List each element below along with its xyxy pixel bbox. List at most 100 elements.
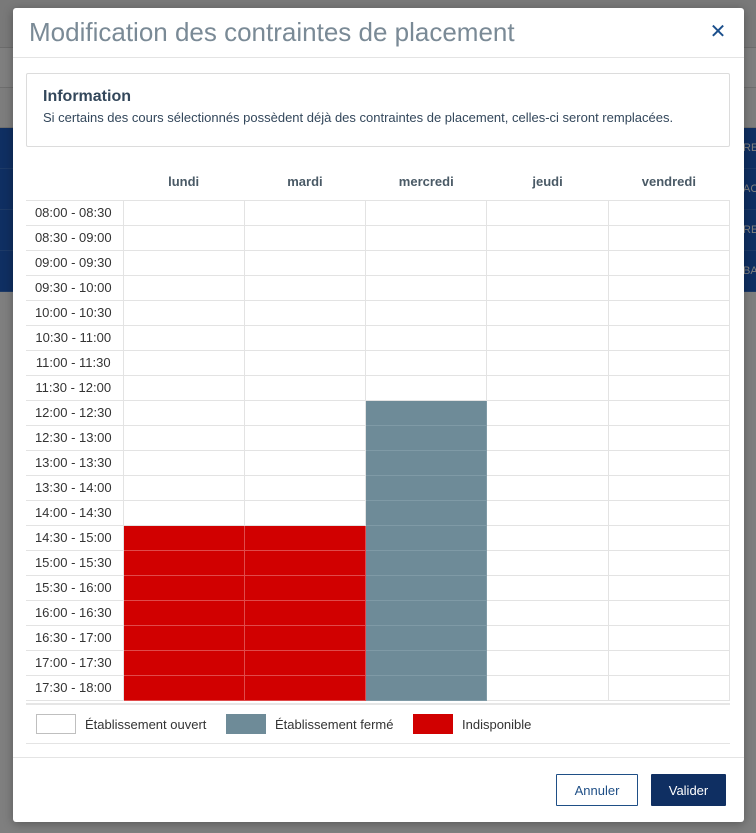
slot-cell-jeudi[interactable] (486, 349, 609, 376)
slot-cell-jeudi[interactable] (486, 324, 609, 351)
slot-cell-mardi[interactable] (243, 499, 367, 526)
slot-cell-jeudi[interactable] (486, 299, 609, 326)
slot-cell-lundi[interactable] (122, 399, 245, 426)
slot-cell-lundi[interactable] (122, 624, 245, 651)
slot-cell-mardi[interactable] (243, 249, 367, 276)
slot-cell-vendredi[interactable] (607, 474, 731, 501)
slot-cell-vendredi[interactable] (607, 349, 731, 376)
slot-cell-lundi[interactable] (122, 524, 245, 551)
slot-cell-mercredi[interactable] (365, 449, 488, 476)
slot-cell-jeudi[interactable] (486, 674, 609, 701)
slot-cell-mercredi[interactable] (365, 524, 488, 551)
slot-cell-vendredi[interactable] (607, 249, 731, 276)
slot-cell-lundi[interactable] (122, 449, 245, 476)
slot-cell-mercredi[interactable] (365, 649, 488, 676)
slot-cell-mercredi[interactable] (365, 374, 488, 401)
slot-cell-lundi[interactable] (122, 549, 245, 576)
slot-cell-mardi[interactable] (243, 399, 367, 426)
slot-cell-jeudi[interactable] (486, 599, 609, 626)
slot-cell-mercredi[interactable] (365, 299, 488, 326)
slot-cell-mercredi[interactable] (365, 349, 488, 376)
slot-cell-mardi[interactable] (243, 449, 367, 476)
slot-cell-mercredi[interactable] (365, 199, 488, 226)
slot-cell-mercredi[interactable] (365, 274, 488, 301)
slot-cell-lundi[interactable] (122, 199, 245, 226)
slot-cell-mardi[interactable] (243, 524, 367, 551)
slot-cell-jeudi[interactable] (486, 499, 609, 526)
slot-cell-jeudi[interactable] (486, 474, 609, 501)
slot-cell-vendredi[interactable] (607, 399, 731, 426)
slot-cell-lundi[interactable] (122, 324, 245, 351)
slot-cell-jeudi[interactable] (486, 274, 609, 301)
slot-cell-lundi[interactable] (122, 599, 245, 626)
slot-cell-lundi[interactable] (122, 674, 245, 701)
slot-cell-lundi[interactable] (122, 574, 245, 601)
slot-cell-mardi[interactable] (243, 274, 367, 301)
slot-cell-jeudi[interactable] (486, 649, 609, 676)
validate-button[interactable]: Valider (651, 774, 726, 806)
slot-cell-mercredi[interactable] (365, 549, 488, 576)
slot-cell-vendredi[interactable] (607, 424, 731, 451)
slot-cell-mercredi[interactable] (365, 674, 488, 701)
slot-cell-jeudi[interactable] (486, 624, 609, 651)
slot-cell-mardi[interactable] (243, 549, 367, 576)
slot-cell-mardi[interactable] (243, 199, 367, 226)
slot-cell-vendredi[interactable] (607, 374, 731, 401)
cancel-button[interactable]: Annuler (556, 774, 638, 806)
slot-cell-lundi[interactable] (122, 374, 245, 401)
slot-cell-mardi[interactable] (243, 349, 367, 376)
slot-cell-lundi[interactable] (122, 424, 245, 451)
slot-cell-mardi[interactable] (243, 374, 367, 401)
slot-cell-mercredi[interactable] (365, 624, 488, 651)
slot-cell-vendredi[interactable] (607, 224, 731, 251)
slot-cell-vendredi[interactable] (607, 649, 731, 676)
slot-cell-lundi[interactable] (122, 249, 245, 276)
slot-cell-vendredi[interactable] (607, 449, 731, 476)
slot-cell-jeudi[interactable] (486, 224, 609, 251)
slot-cell-vendredi[interactable] (607, 674, 731, 701)
slot-cell-mardi[interactable] (243, 599, 367, 626)
slot-cell-vendredi[interactable] (607, 299, 731, 326)
slot-cell-jeudi[interactable] (486, 424, 609, 451)
slot-cell-vendredi[interactable] (607, 549, 731, 576)
slot-cell-mercredi[interactable] (365, 574, 488, 601)
slot-cell-mercredi[interactable] (365, 499, 488, 526)
slot-cell-mercredi[interactable] (365, 249, 488, 276)
slot-cell-mardi[interactable] (243, 324, 367, 351)
slot-cell-lundi[interactable] (122, 224, 245, 251)
slot-cell-vendredi[interactable] (607, 274, 731, 301)
slot-cell-mercredi[interactable] (365, 599, 488, 626)
slot-cell-vendredi[interactable] (607, 324, 731, 351)
slot-cell-jeudi[interactable] (486, 449, 609, 476)
slot-cell-vendredi[interactable] (607, 199, 731, 226)
slot-cell-mardi[interactable] (243, 474, 367, 501)
slot-cell-lundi[interactable] (122, 274, 245, 301)
slot-cell-mardi[interactable] (243, 624, 367, 651)
slot-cell-vendredi[interactable] (607, 599, 731, 626)
close-icon[interactable]: ✕ (709, 21, 727, 43)
slot-cell-vendredi[interactable] (607, 499, 731, 526)
slot-cell-mardi[interactable] (243, 224, 367, 251)
slot-cell-mercredi[interactable] (365, 424, 488, 451)
slot-cell-lundi[interactable] (122, 499, 245, 526)
slot-cell-jeudi[interactable] (486, 249, 609, 276)
slot-cell-mardi[interactable] (243, 299, 367, 326)
slot-cell-lundi[interactable] (122, 349, 245, 376)
slot-cell-vendredi[interactable] (607, 524, 731, 551)
slot-cell-vendredi[interactable] (607, 574, 731, 601)
slot-cell-mercredi[interactable] (365, 324, 488, 351)
slot-cell-mardi[interactable] (243, 424, 367, 451)
slot-cell-jeudi[interactable] (486, 199, 609, 226)
slot-cell-jeudi[interactable] (486, 374, 609, 401)
slot-cell-jeudi[interactable] (486, 574, 609, 601)
slot-cell-mardi[interactable] (243, 649, 367, 676)
slot-cell-mercredi[interactable] (365, 474, 488, 501)
slot-cell-mardi[interactable] (243, 574, 367, 601)
slot-cell-mercredi[interactable] (365, 399, 488, 426)
slot-cell-jeudi[interactable] (486, 399, 609, 426)
slot-cell-mardi[interactable] (243, 674, 367, 701)
slot-cell-lundi[interactable] (122, 474, 245, 501)
slot-cell-lundi[interactable] (122, 649, 245, 676)
slot-cell-jeudi[interactable] (486, 524, 609, 551)
slot-cell-jeudi[interactable] (486, 549, 609, 576)
